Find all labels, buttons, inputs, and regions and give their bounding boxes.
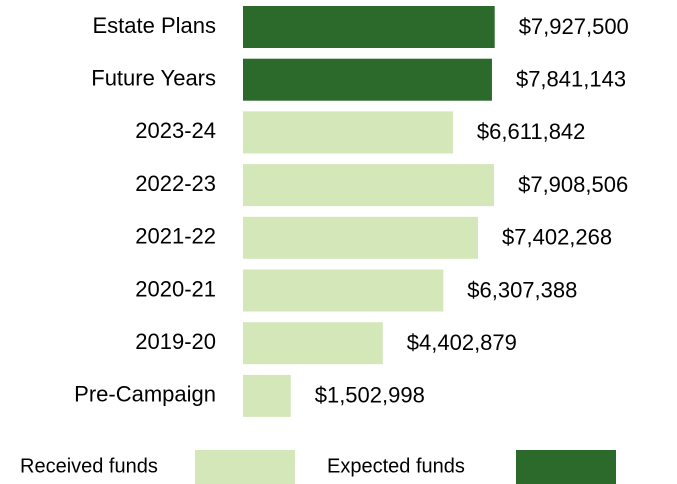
value-label: $7,402,268 <box>502 225 612 250</box>
value-label: $4,402,879 <box>407 330 517 355</box>
category-label: 2022-23 <box>135 171 216 196</box>
category-label: 2020-21 <box>135 276 216 301</box>
category-label: 2023-24 <box>135 118 216 143</box>
bar <box>243 322 383 365</box>
category-label: Pre-Campaign <box>74 382 216 407</box>
bar <box>243 6 495 48</box>
category-label: Estate Plans <box>92 13 216 38</box>
legend-swatch <box>195 450 295 484</box>
value-label: $6,611,842 <box>477 119 585 144</box>
category-label: Future Years <box>91 66 216 91</box>
bar <box>243 374 291 417</box>
bar <box>243 58 492 101</box>
legend-swatch <box>516 450 616 484</box>
legend-label: Expected funds <box>327 455 465 477</box>
bar <box>243 269 444 312</box>
bar <box>243 216 479 259</box>
legend-label: Received funds <box>20 455 158 477</box>
value-label: $7,908,506 <box>518 172 628 197</box>
category-label: 2021-22 <box>135 224 216 249</box>
bar <box>243 164 495 207</box>
category-label: 2019-20 <box>135 329 216 354</box>
bar <box>243 111 453 154</box>
value-label: $7,841,143 <box>516 67 626 92</box>
value-label: $1,502,998 <box>315 383 425 408</box>
value-label: $6,307,388 <box>467 277 577 302</box>
value-label: $7,927,500 <box>519 14 629 39</box>
